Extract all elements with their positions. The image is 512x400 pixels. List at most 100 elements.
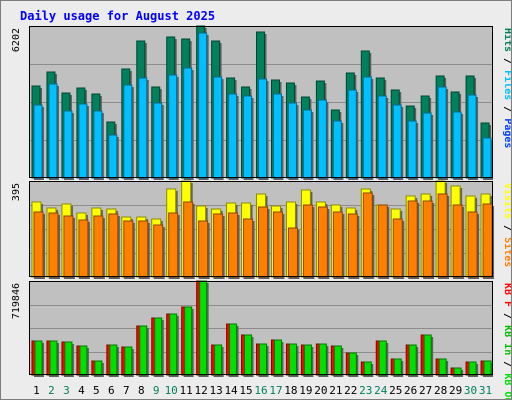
x-tick-label-day-24: 24 <box>374 384 388 397</box>
files-bar-day-12-fill <box>198 32 208 179</box>
legend-item-hits-files-pages-0: Hits <box>502 28 511 52</box>
sites-bar-day-31-fill <box>482 203 493 278</box>
files-bar-day-6 <box>108 134 119 180</box>
files-bar-day-29 <box>452 111 464 180</box>
kbout-bar-day-13-fill <box>214 344 223 376</box>
files-bar-day-8-fill <box>138 77 148 179</box>
x-tick-label-day-19: 19 <box>299 384 312 397</box>
files-bar-day-5-fill <box>93 110 103 179</box>
legend-item-kbytes-1: / <box>502 307 511 325</box>
files-bar-day-24 <box>377 95 389 180</box>
kbout-bar-day-15-fill <box>244 334 253 376</box>
kbout-bar-day-1-fill <box>34 340 43 376</box>
kbout-bar-day-20 <box>318 343 329 377</box>
kbout-bar-day-16-fill <box>259 343 268 376</box>
files-bar-day-7-fill <box>123 84 133 179</box>
sites-bar-day-27-fill <box>422 200 433 278</box>
files-bar-day-9 <box>153 102 164 180</box>
x-tick-label-day-7: 7 <box>123 384 130 397</box>
sites-bar-day-11 <box>183 201 195 279</box>
kbout-bar-day-26-fill <box>408 344 417 376</box>
sites-bar-day-2 <box>48 212 60 279</box>
ymax-label-kbytes: 719846 <box>11 283 22 319</box>
x-tick-label-day-14: 14 <box>224 384 238 397</box>
files-bar-day-26 <box>407 120 419 180</box>
sites-bar-day-24-fill <box>377 204 388 278</box>
files-bar-day-10-fill <box>168 74 178 179</box>
x-tick-label-day-8: 8 <box>138 384 145 397</box>
sites-bar-day-16-fill <box>258 206 269 278</box>
legend-item-kbytes-4: KB Out <box>502 373 511 399</box>
files-bar-day-12 <box>198 32 209 180</box>
kbout-bar-day-13 <box>214 344 224 377</box>
kbout-bar-day-18 <box>288 343 299 377</box>
sites-bar-day-3-fill <box>63 215 74 278</box>
kbout-bar-day-19-fill <box>303 344 312 376</box>
kbout-bar-day-3-fill <box>64 341 73 376</box>
sites-bar-day-1-fill <box>33 211 44 278</box>
sites-bar-day-23-fill <box>362 192 373 278</box>
kbout-bar-day-22 <box>348 352 359 377</box>
kbout-bar-day-18-fill <box>288 343 297 376</box>
x-tick-label-day-13: 13 <box>209 384 222 397</box>
kbout-bar-day-15 <box>244 334 254 377</box>
sites-bar-day-26-fill <box>407 200 418 278</box>
sites-bar-day-15 <box>243 218 255 279</box>
x-tick-label-day-15: 15 <box>239 384 252 397</box>
kbout-bar-day-26 <box>408 344 419 377</box>
x-tick-label-day-28: 28 <box>434 384 447 397</box>
kbout-bar-day-29-fill <box>453 367 462 376</box>
files-bar-day-29-fill <box>452 111 462 179</box>
files-bar-day-19-fill <box>302 109 312 179</box>
sites-bar-day-5 <box>93 215 105 279</box>
sites-bar-day-30-fill <box>467 211 478 278</box>
files-bar-day-7 <box>123 84 134 180</box>
sites-bar-day-21-fill <box>332 211 343 278</box>
x-tick-label-day-9: 9 <box>153 384 160 397</box>
plot-border-kbytes <box>29 281 493 375</box>
files-bar-day-23 <box>362 76 374 180</box>
x-tick-label-day-5: 5 <box>93 384 100 397</box>
sites-bar-day-13-fill <box>213 213 224 278</box>
kbout-bar-day-3 <box>64 341 74 377</box>
sites-bar-day-16 <box>258 206 270 279</box>
sites-bar-day-23 <box>362 192 375 279</box>
kbout-bar-day-21-fill <box>333 345 342 376</box>
sites-bar-day-18-fill <box>287 227 298 278</box>
files-bar-day-4 <box>78 103 89 180</box>
legend-item-hits-files-pages-1: / <box>502 52 511 70</box>
plot-border-hits-files-pages <box>29 26 493 178</box>
sites-bar-day-28-fill <box>437 193 448 278</box>
files-bar-day-16 <box>258 78 269 180</box>
files-bar-day-4-fill <box>78 103 88 179</box>
chart-title: Daily usage for August 2025 <box>20 9 215 23</box>
x-tick-label-day-27: 27 <box>419 384 432 397</box>
sites-bar-day-30 <box>467 211 480 279</box>
x-tick-label-day-26: 26 <box>404 384 417 397</box>
kbout-bar-day-11 <box>184 306 194 377</box>
files-bar-day-2 <box>48 83 59 180</box>
legend-item-kbytes-0: KB F <box>502 283 511 307</box>
sites-bar-day-12-fill <box>198 220 209 278</box>
files-bar-day-25 <box>392 104 404 180</box>
kbout-bar-day-6 <box>109 344 119 377</box>
legend-item-visits-sites-2: Sites <box>502 237 511 267</box>
sites-bar-day-18 <box>287 227 300 279</box>
sites-bar-day-12 <box>198 220 210 279</box>
kbout-bar-day-31-fill <box>483 360 492 376</box>
kbout-bar-day-9-fill <box>154 317 163 376</box>
sites-bar-day-24 <box>377 204 390 279</box>
sites-bar-day-14-fill <box>228 212 239 278</box>
kbout-bar-day-7 <box>124 346 134 377</box>
kbout-bar-day-24-fill <box>378 340 387 376</box>
x-tick-label-day-22: 22 <box>344 384 357 397</box>
sites-bar-day-13 <box>213 213 225 279</box>
x-tick-label-day-18: 18 <box>284 384 297 397</box>
files-bar-day-28-fill <box>437 86 447 179</box>
files-bar-day-18-fill <box>287 102 297 179</box>
kbout-bar-day-21 <box>333 345 344 377</box>
sites-bar-day-21 <box>332 211 345 279</box>
kbout-bar-day-1 <box>34 340 44 377</box>
files-bar-day-3 <box>63 110 74 180</box>
